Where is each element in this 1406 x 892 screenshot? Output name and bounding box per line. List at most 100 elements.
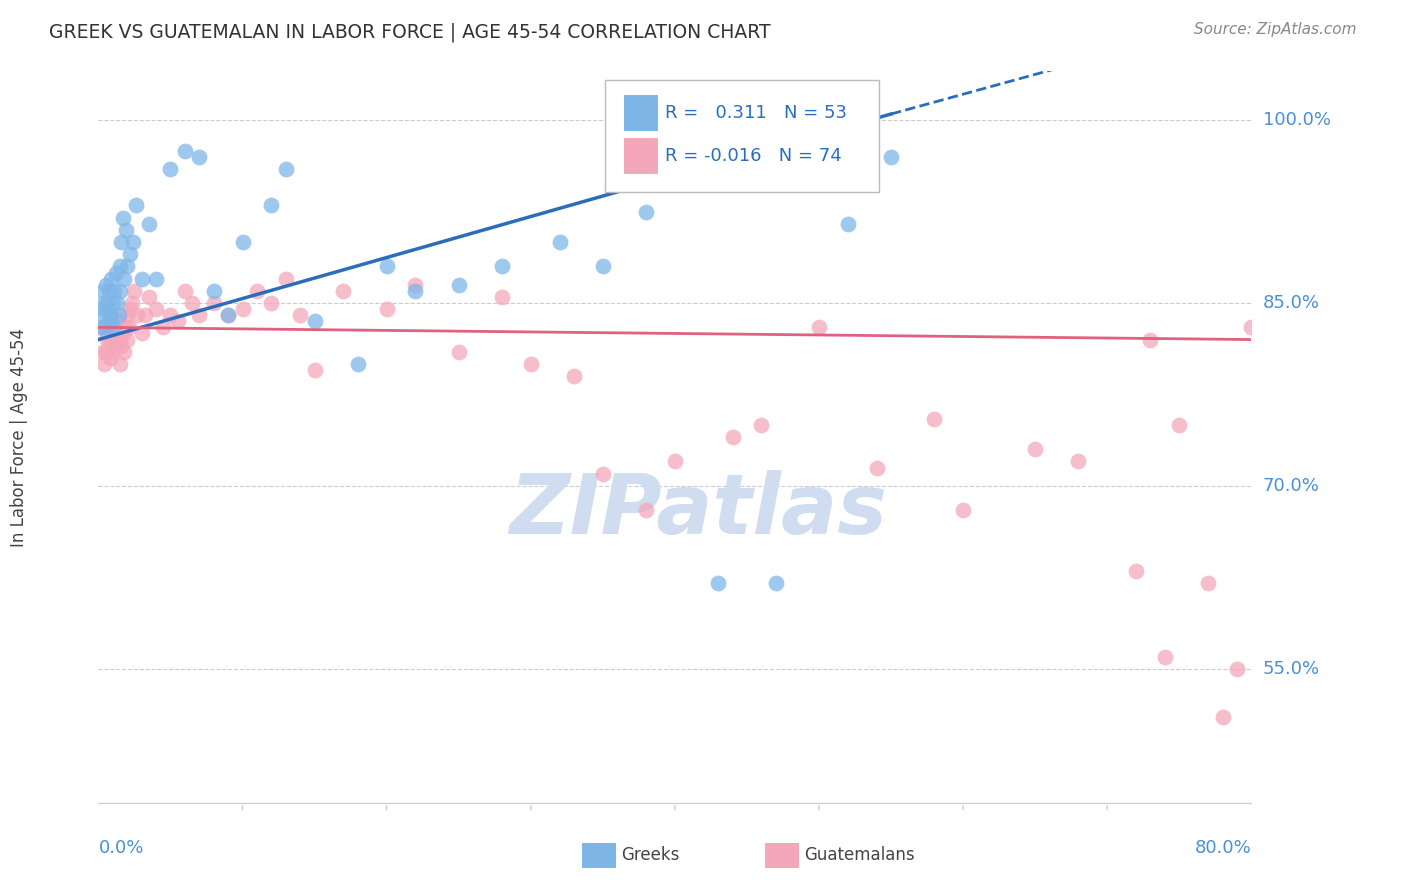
Point xyxy=(1067,454,1090,468)
Point xyxy=(145,301,167,317)
Point xyxy=(592,467,614,481)
Point xyxy=(117,308,139,322)
Point xyxy=(105,296,128,310)
Point xyxy=(1125,564,1147,578)
Point xyxy=(94,326,117,341)
Point xyxy=(91,344,114,359)
Point xyxy=(636,204,658,219)
Point xyxy=(1168,417,1191,432)
Point xyxy=(274,161,297,176)
Point xyxy=(107,314,129,328)
Point xyxy=(636,503,658,517)
Point xyxy=(93,308,115,322)
Point xyxy=(98,314,121,328)
Text: R = -0.016   N = 74: R = -0.016 N = 74 xyxy=(665,147,842,165)
Point xyxy=(91,301,114,317)
Point xyxy=(94,277,117,292)
Point xyxy=(231,301,254,317)
Point xyxy=(103,284,125,298)
Point xyxy=(134,308,156,322)
Point xyxy=(127,308,149,322)
Text: Greeks: Greeks xyxy=(621,847,681,864)
Point xyxy=(1024,442,1046,457)
Point xyxy=(97,320,120,334)
Point xyxy=(592,260,614,274)
Point xyxy=(100,308,122,322)
Text: 0.0%: 0.0% xyxy=(98,839,143,857)
Point xyxy=(94,344,117,359)
Point xyxy=(125,198,148,212)
Point xyxy=(166,314,188,328)
Point xyxy=(202,284,225,298)
Point xyxy=(112,271,135,285)
Point xyxy=(108,333,131,347)
Point xyxy=(217,308,239,322)
Point xyxy=(138,217,160,231)
Point xyxy=(131,271,153,285)
Point xyxy=(562,369,585,384)
Text: GREEK VS GUATEMALAN IN LABOR FORCE | AGE 45-54 CORRELATION CHART: GREEK VS GUATEMALAN IN LABOR FORCE | AGE… xyxy=(49,22,770,42)
Point xyxy=(952,503,974,517)
Point xyxy=(1226,662,1249,676)
Point xyxy=(90,320,112,334)
Point xyxy=(114,223,136,237)
Point xyxy=(101,326,124,341)
Point xyxy=(101,344,124,359)
Point xyxy=(120,247,142,261)
Point xyxy=(100,271,122,285)
Point xyxy=(231,235,254,249)
Point xyxy=(924,411,946,425)
Point xyxy=(97,284,120,298)
Point xyxy=(837,217,859,231)
Text: Source: ZipAtlas.com: Source: ZipAtlas.com xyxy=(1194,22,1357,37)
Point xyxy=(145,271,167,285)
Point xyxy=(347,357,370,371)
Point xyxy=(491,260,513,274)
Point xyxy=(111,326,134,341)
Point xyxy=(304,363,326,377)
Point xyxy=(274,271,297,285)
Point xyxy=(405,277,427,292)
Point xyxy=(751,417,773,432)
Point xyxy=(98,333,121,347)
Point xyxy=(375,260,398,274)
Point xyxy=(1270,540,1292,554)
Text: R =   0.311   N = 53: R = 0.311 N = 53 xyxy=(665,104,846,122)
Point xyxy=(707,576,730,591)
Point xyxy=(118,320,141,334)
Text: 100.0%: 100.0% xyxy=(1263,112,1331,129)
Point xyxy=(548,235,571,249)
Point xyxy=(117,333,139,347)
Point xyxy=(131,326,153,341)
Point xyxy=(159,161,181,176)
Point xyxy=(96,333,118,347)
Point xyxy=(108,284,131,298)
Point xyxy=(866,460,889,475)
Point xyxy=(181,296,204,310)
Point xyxy=(121,296,143,310)
Point xyxy=(765,576,787,591)
Text: Guatemalans: Guatemalans xyxy=(804,847,915,864)
Point xyxy=(107,308,129,322)
Point xyxy=(112,344,135,359)
Point xyxy=(1240,320,1263,334)
Point xyxy=(174,284,197,298)
Point xyxy=(188,150,211,164)
Point xyxy=(491,290,513,304)
Point xyxy=(290,308,312,322)
Point xyxy=(122,235,145,249)
Point xyxy=(96,296,118,310)
Point xyxy=(664,454,686,468)
Point xyxy=(93,296,115,310)
Point xyxy=(304,314,326,328)
Point xyxy=(104,265,127,279)
Text: In Labor Force | Age 45-54: In Labor Force | Age 45-54 xyxy=(10,327,28,547)
Text: 70.0%: 70.0% xyxy=(1263,477,1320,495)
Text: 55.0%: 55.0% xyxy=(1263,660,1320,678)
Point xyxy=(246,284,269,298)
Point xyxy=(105,333,128,347)
Point xyxy=(100,308,122,322)
Point xyxy=(101,296,124,310)
Point xyxy=(94,320,117,334)
Point xyxy=(447,277,470,292)
